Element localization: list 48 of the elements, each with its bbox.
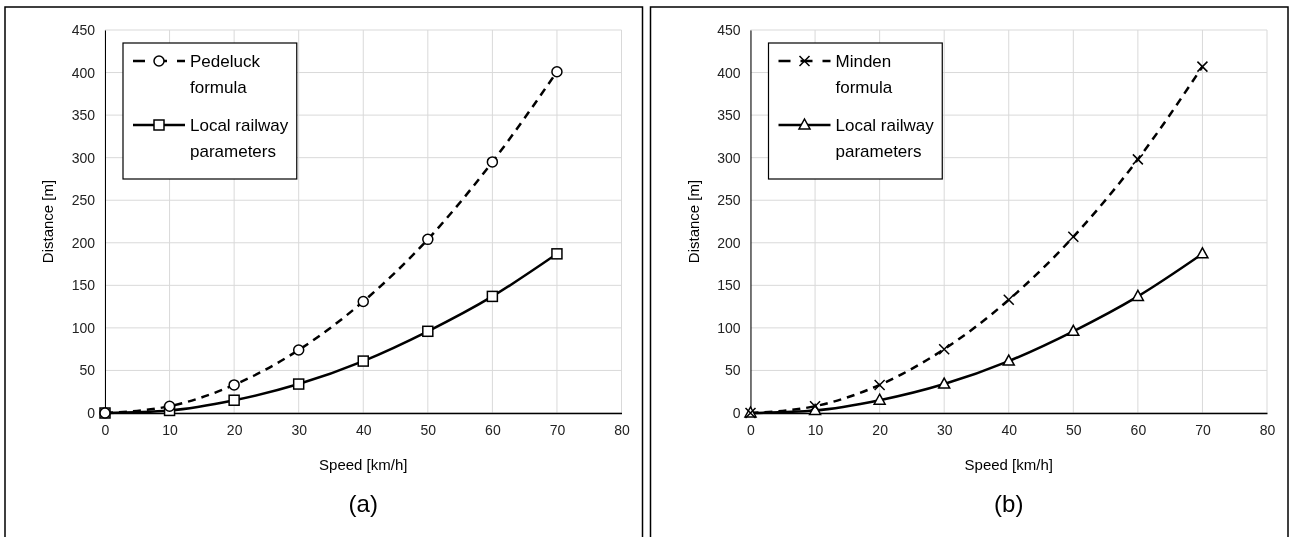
y-tick-label: 100 bbox=[71, 319, 96, 336]
x-tick-label: 80 bbox=[1259, 421, 1276, 438]
legend-label: Minden formula bbox=[835, 52, 893, 97]
y-tick-label: 0 bbox=[87, 404, 96, 421]
y-tick-label: 0 bbox=[732, 404, 741, 421]
x-tick-label: 30 bbox=[291, 421, 308, 438]
x-tick-label: 10 bbox=[162, 421, 179, 438]
y-axis-title: Distance [m] bbox=[39, 179, 56, 264]
y-tick-label: 400 bbox=[717, 64, 741, 81]
x-tick-label: 20 bbox=[872, 421, 889, 438]
legend-label: Local railway parameters bbox=[835, 116, 935, 161]
y-tick-label: 400 bbox=[71, 64, 96, 81]
y-tick-label: 50 bbox=[724, 362, 741, 379]
x-tick-label: 70 bbox=[1195, 421, 1211, 438]
x-tick-label: 40 bbox=[1001, 421, 1018, 438]
y-tick-label: 250 bbox=[71, 192, 96, 209]
y-axis-title: Distance [m] bbox=[684, 179, 702, 264]
x-tick-label: 0 bbox=[101, 421, 110, 438]
x-tick-label: 50 bbox=[420, 421, 437, 438]
x-tick-label: 60 bbox=[1130, 421, 1147, 438]
x-tick-label: 40 bbox=[355, 421, 372, 438]
legend-label: Local railway parameters bbox=[190, 116, 289, 161]
y-tick-label: 350 bbox=[717, 107, 741, 124]
y-tick-label: 300 bbox=[71, 149, 96, 166]
y-tick-label: 100 bbox=[717, 319, 741, 336]
x-tick-label: 0 bbox=[747, 421, 756, 438]
y-tick-label: 450 bbox=[71, 21, 96, 38]
x-tick-label: 20 bbox=[226, 421, 243, 438]
x-tick-label: 60 bbox=[485, 421, 501, 438]
x-axis-title: Speed [km/h] bbox=[964, 456, 1053, 473]
text: (b) bbox=[994, 490, 1024, 517]
x-tick-label: 50 bbox=[1066, 421, 1082, 438]
y-tick-label: 50 bbox=[79, 362, 96, 379]
y-tick-label: 200 bbox=[71, 234, 96, 251]
y-tick-label: 150 bbox=[71, 277, 96, 294]
y-tick-label: 450 bbox=[717, 21, 741, 38]
text: (a) bbox=[348, 490, 378, 517]
y-tick-label: 300 bbox=[717, 149, 741, 166]
x-tick-label: 30 bbox=[936, 421, 953, 438]
y-tick-label: 350 bbox=[71, 107, 96, 124]
x-tick-label: 70 bbox=[549, 421, 566, 438]
y-tick-label: 150 bbox=[717, 277, 741, 294]
x-axis-title: Speed [km/h] bbox=[319, 456, 408, 473]
x-tick-label: 80 bbox=[614, 421, 630, 438]
y-tick-label: 200 bbox=[717, 234, 741, 251]
y-tick-label: 250 bbox=[717, 192, 741, 209]
legend-label: Pedeluck formula bbox=[190, 52, 261, 97]
x-tick-label: 10 bbox=[807, 421, 824, 438]
